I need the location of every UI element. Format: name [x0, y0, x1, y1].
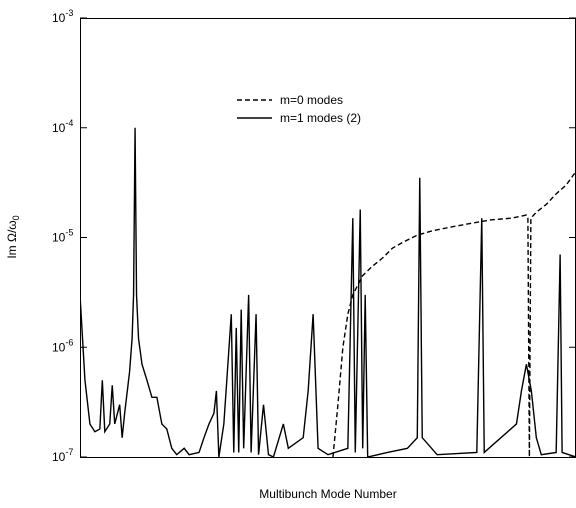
y-tick-label: 10-5: [52, 228, 73, 245]
plot-frame: [80, 18, 576, 458]
legend-label: m=1 modes (2): [280, 111, 361, 125]
plot-area: [80, 127, 576, 457]
x-axis-label: Multibunch Mode Number: [259, 487, 396, 501]
y-tick-label: 10-7: [52, 447, 73, 464]
y-tick-label: 10-4: [52, 118, 73, 135]
series-line: [80, 127, 576, 457]
y-axis-label: Im Ω/ω0: [5, 215, 21, 258]
legend-label: m=0 modes: [280, 93, 343, 107]
y-tick-label: 10-3: [52, 8, 73, 25]
y-tick-label: 10-6: [52, 337, 73, 354]
series-line: [332, 171, 576, 457]
